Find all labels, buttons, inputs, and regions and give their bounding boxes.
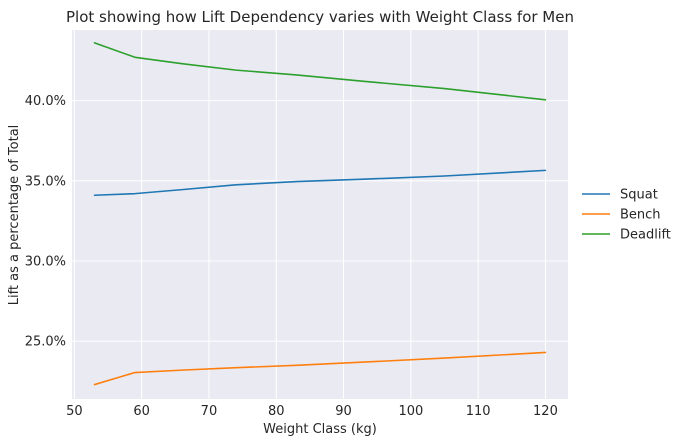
series-line-squat — [93, 169, 547, 197]
y-tick-label: 25.0% — [25, 335, 66, 350]
legend: Squat Bench Deadlift — [582, 188, 671, 243]
x-tick-label: 50 — [66, 404, 83, 419]
plot-area — [72, 30, 568, 399]
x-tick-label: 60 — [133, 404, 150, 419]
x-axis-label: Weight Class (kg) — [263, 422, 377, 437]
legend-label-squat: Squat — [620, 188, 658, 203]
series-lines — [93, 42, 547, 386]
y-tick-labels: 25.0% 30.0% 35.0% 40.0% — [25, 94, 66, 350]
grid-lines — [72, 30, 568, 399]
y-axis-label: Lift as a percentage of Total — [7, 125, 22, 306]
x-tick-label: 110 — [466, 404, 491, 419]
y-tick-label: 40.0% — [25, 94, 66, 109]
series-line-bench — [93, 351, 547, 386]
x-tick-label: 120 — [533, 404, 558, 419]
legend-label-deadlift: Deadlift — [620, 228, 671, 243]
x-tick-label: 80 — [268, 404, 285, 419]
chart-title: Plot showing how Lift Dependency varies … — [66, 8, 574, 26]
x-tick-label: 100 — [398, 404, 423, 419]
x-tick-label: 90 — [335, 404, 352, 419]
legend-label-bench: Bench — [620, 208, 661, 223]
y-tick-label: 35.0% — [25, 174, 66, 189]
series-line-deadlift — [93, 42, 547, 101]
y-tick-label: 30.0% — [25, 255, 66, 270]
x-tick-label: 70 — [201, 404, 218, 419]
x-tick-labels: 50 60 70 80 90 100 110 120 — [66, 404, 558, 419]
